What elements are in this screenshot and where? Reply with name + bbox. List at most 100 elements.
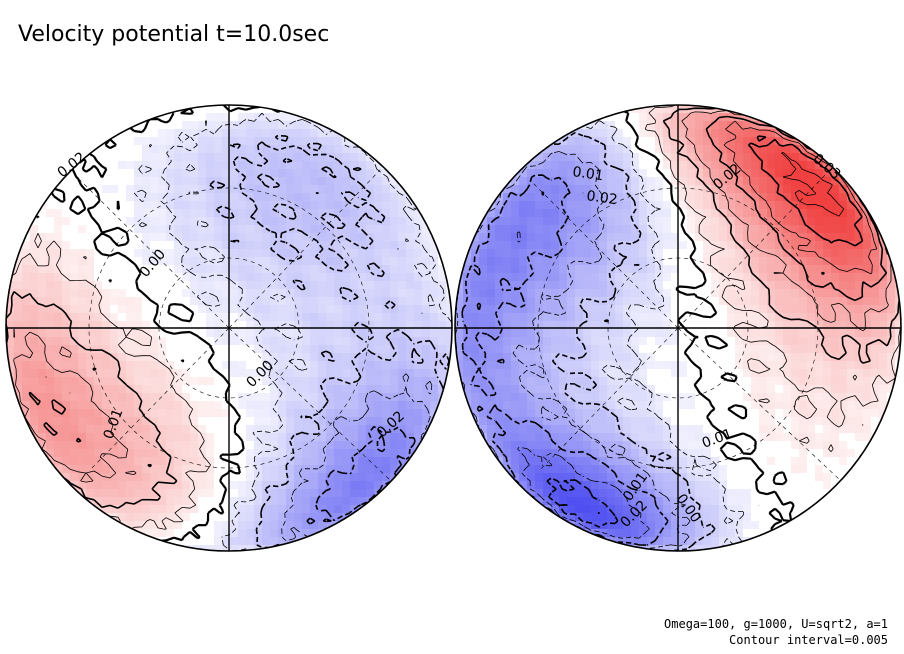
field-cell <box>799 193 808 202</box>
field-cell <box>639 281 648 290</box>
field-cell <box>607 129 616 138</box>
field-cell <box>238 249 247 258</box>
field-cell <box>318 545 327 551</box>
field-cell <box>559 233 568 242</box>
field-cell <box>102 441 111 450</box>
field-cell <box>374 249 383 258</box>
field-cell <box>334 105 343 114</box>
field-cell <box>134 297 143 306</box>
field-cell <box>414 369 423 378</box>
field-cell <box>631 265 640 274</box>
field-cell <box>118 401 127 410</box>
field-cell <box>823 105 832 114</box>
field-cell <box>182 321 191 330</box>
field-cell <box>38 129 47 138</box>
field-cell <box>150 297 159 306</box>
field-cell <box>126 353 135 362</box>
field-cell <box>895 153 901 162</box>
field-cell <box>22 321 31 330</box>
field-cell <box>438 545 447 551</box>
field-cell <box>326 313 335 322</box>
field-cell <box>455 233 464 242</box>
field-cell <box>503 201 512 210</box>
field-cell <box>599 345 608 354</box>
field-cell <box>623 281 632 290</box>
field-cell <box>94 289 103 298</box>
field-cell <box>751 233 760 242</box>
field-cell <box>246 441 255 450</box>
field-cell <box>687 345 696 354</box>
field-cell <box>310 193 319 202</box>
field-cell <box>679 233 688 242</box>
field-cell <box>847 249 856 258</box>
field-cell <box>6 153 15 162</box>
field-cell <box>206 249 215 258</box>
field-cell <box>110 233 119 242</box>
field-cell <box>743 201 752 210</box>
field-cell <box>342 153 351 162</box>
field-cell <box>687 233 696 242</box>
field-cell <box>70 521 79 530</box>
field-cell <box>94 129 103 138</box>
field-cell <box>270 393 279 402</box>
field-cell <box>158 409 167 418</box>
field-cell <box>503 225 512 234</box>
field-cell <box>30 465 39 474</box>
field-cell <box>142 321 151 330</box>
field-cell <box>86 201 95 210</box>
field-cell <box>374 129 383 138</box>
field-cell <box>687 265 696 274</box>
field-cell <box>551 153 560 162</box>
field-cell <box>230 121 239 130</box>
field-cell <box>703 353 712 362</box>
field-cell <box>495 153 504 162</box>
field-cell <box>334 217 343 226</box>
field-cell <box>711 177 720 186</box>
field-cell <box>254 369 263 378</box>
field-cell <box>599 177 608 186</box>
field-cell <box>374 321 383 330</box>
field-cell <box>479 241 488 250</box>
field-cell <box>174 201 183 210</box>
field-cell <box>6 465 15 474</box>
field-cell <box>230 153 239 162</box>
field-cell <box>446 345 452 354</box>
field-cell <box>286 441 295 450</box>
field-cell <box>543 297 552 306</box>
field-cell <box>382 433 391 442</box>
field-cell <box>623 217 632 226</box>
field-cell <box>463 233 472 242</box>
field-cell <box>262 449 271 458</box>
field-cell <box>390 409 399 418</box>
field-cell <box>430 513 439 522</box>
field-cell <box>495 321 504 330</box>
field-cell <box>559 265 568 274</box>
field-cell <box>198 113 207 122</box>
field-cell <box>374 201 383 210</box>
field-cell <box>543 209 552 218</box>
field-cell <box>647 361 656 370</box>
field-cell <box>591 121 600 130</box>
field-cell <box>422 201 431 210</box>
field-cell <box>639 265 648 274</box>
field-cell <box>438 329 447 338</box>
field-cell <box>318 425 327 434</box>
field-cell <box>719 361 728 370</box>
field-cell <box>438 481 447 490</box>
field-cell <box>679 193 688 202</box>
field-cell <box>102 545 111 551</box>
field-cell <box>438 433 447 442</box>
field-cell <box>879 185 888 194</box>
field-cell <box>150 337 159 346</box>
field-cell <box>879 217 888 226</box>
field-cell <box>855 217 864 226</box>
field-cell <box>222 441 231 450</box>
field-cell <box>254 185 263 194</box>
field-cell <box>86 177 95 186</box>
field-cell <box>583 257 592 266</box>
field-cell <box>775 233 784 242</box>
field-cell <box>719 345 728 354</box>
field-cell <box>86 161 95 170</box>
field-cell <box>246 345 255 354</box>
field-cell <box>479 137 488 146</box>
